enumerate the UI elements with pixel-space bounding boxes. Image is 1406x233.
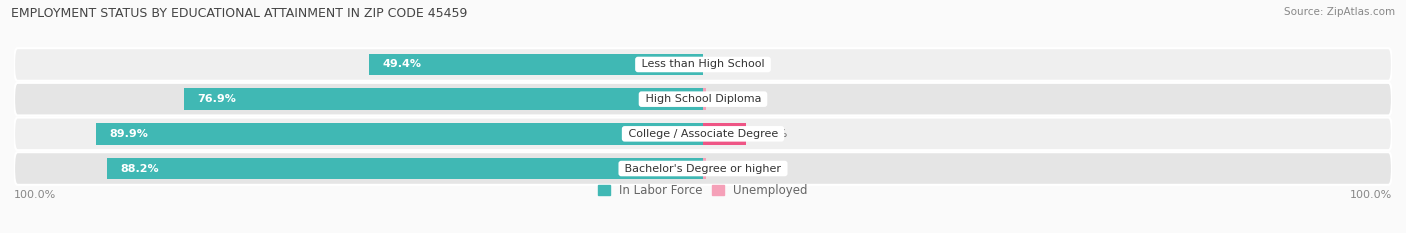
- Bar: [703, 158, 706, 179]
- Text: 0.5%: 0.5%: [720, 94, 748, 104]
- FancyBboxPatch shape: [14, 83, 1392, 116]
- Text: 0.0%: 0.0%: [717, 59, 745, 69]
- Bar: [107, 158, 703, 179]
- Text: 100.0%: 100.0%: [14, 190, 56, 200]
- Text: Bachelor's Degree or higher: Bachelor's Degree or higher: [621, 164, 785, 174]
- Bar: [703, 123, 745, 145]
- Text: Source: ZipAtlas.com: Source: ZipAtlas.com: [1284, 7, 1395, 17]
- Text: EMPLOYMENT STATUS BY EDUCATIONAL ATTAINMENT IN ZIP CODE 45459: EMPLOYMENT STATUS BY EDUCATIONAL ATTAINM…: [11, 7, 468, 20]
- Text: Less than High School: Less than High School: [638, 59, 768, 69]
- FancyBboxPatch shape: [14, 152, 1392, 185]
- Bar: [703, 88, 706, 110]
- Text: 100.0%: 100.0%: [1350, 190, 1392, 200]
- Bar: [96, 123, 703, 145]
- Text: 89.9%: 89.9%: [110, 129, 148, 139]
- Text: 6.3%: 6.3%: [759, 129, 787, 139]
- Bar: [184, 88, 703, 110]
- FancyBboxPatch shape: [14, 117, 1392, 150]
- Text: College / Associate Degree: College / Associate Degree: [624, 129, 782, 139]
- Text: 49.4%: 49.4%: [382, 59, 422, 69]
- Text: High School Diploma: High School Diploma: [641, 94, 765, 104]
- Legend: In Labor Force, Unemployed: In Labor Force, Unemployed: [598, 184, 808, 197]
- FancyBboxPatch shape: [14, 48, 1392, 81]
- Text: 88.2%: 88.2%: [121, 164, 159, 174]
- Text: 0.4%: 0.4%: [720, 164, 748, 174]
- Bar: [370, 54, 703, 75]
- Text: 76.9%: 76.9%: [197, 94, 236, 104]
